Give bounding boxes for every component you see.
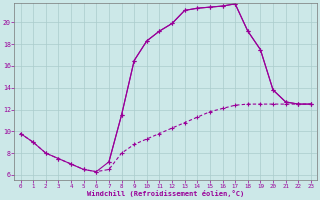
X-axis label: Windchill (Refroidissement éolien,°C): Windchill (Refroidissement éolien,°C) xyxy=(87,190,244,197)
